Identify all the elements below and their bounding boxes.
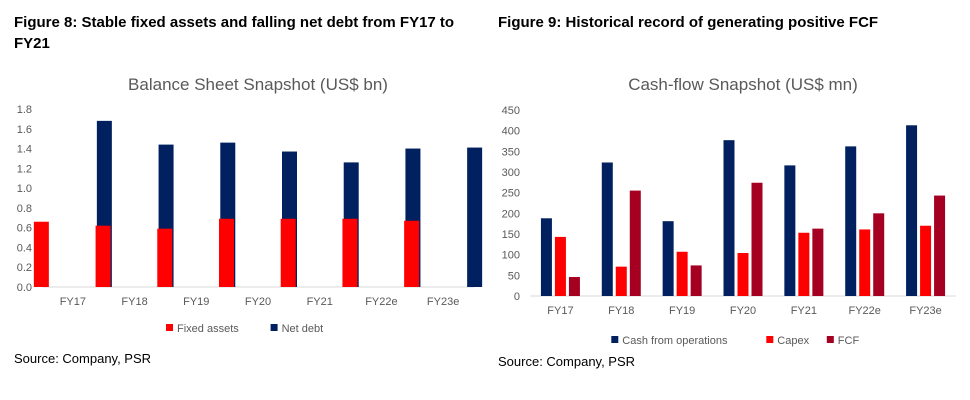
chart-title: Balance Sheet Snapshot (US$ bn) [128,75,388,94]
y-tick-label: 400 [502,126,520,138]
y-tick-label: 0.2 [17,262,32,274]
figure-9-caption: Figure 9: Historical record of generatin… [498,14,879,31]
legend-label-net-debt: Net debt [282,323,324,335]
y-tick-label: 1.0 [17,183,32,195]
bar-fixed-assets [33,221,49,287]
y-tick-label: 0.8 [17,203,32,215]
chart-title: Cash-flow Snapshot (US$ mn) [628,75,858,94]
bar-fixed-assets [95,225,111,287]
bar-net-debt [467,147,483,287]
x-tick-label: FY23e [427,296,459,308]
bar-net-debt [96,120,112,287]
y-tick-label: 1.4 [17,144,32,156]
y-tick-label: 250 [502,188,520,200]
bar-cash-from-operations [601,162,613,296]
x-tick-label: FY23e [909,305,941,317]
y-tick-label: 450 [502,105,520,117]
bar-cash-from-operations [906,125,918,296]
bar-net-debt [220,142,236,287]
x-tick-label: FY22e [365,296,397,308]
x-tick-label: FY19 [669,305,695,317]
bar-cash-from-operations [845,146,857,296]
bar-cash-from-operations [723,140,735,296]
x-tick-label: FY22e [849,305,881,317]
bar-fixed-assets [219,218,234,287]
y-tick-label: 0.0 [17,282,32,294]
x-tick-label: FY21 [791,305,817,317]
legend-swatch-net-debt [270,324,278,331]
bar-capex [737,253,749,296]
y-tick-label: 100 [502,250,520,262]
y-tick-label: 1.8 [17,104,32,116]
y-tick-label: 300 [502,167,520,179]
legend-swatch-fixed-assets [166,324,173,331]
bar-capex [798,232,810,296]
legend-label-fixed-assets: Fixed assets [177,323,239,335]
y-tick-label: 50 [508,270,520,282]
bar-capex [859,229,871,296]
x-tick-label: FY19 [183,296,209,308]
bar-net-debt [405,148,421,287]
x-tick-label: FY17 [547,305,573,317]
bar-capex [615,266,627,296]
x-tick-label: FY18 [608,305,634,317]
x-tick-label: FY21 [307,296,333,308]
bar-fixed-assets [404,220,420,287]
bar-net-debt [158,144,174,287]
legend-label-cash-from-operations: Cash from operations [622,335,728,347]
y-tick-label: 0.6 [17,223,32,235]
bar-cash-from-operations [540,218,552,296]
legend-label-capex: Capex [777,335,809,347]
bar-fcf [751,182,763,296]
y-tick-label: 350 [502,146,520,158]
figure-8-source: Source: Company, PSR [14,351,152,366]
legend-swatch-cash-from-operations [611,336,619,343]
y-tick-label: 0.4 [17,242,32,254]
bar-fixed-assets [342,218,358,287]
bar-fcf [873,213,885,296]
bar-fcf [934,195,946,296]
figure-9-source: Source: Company, PSR [498,354,636,369]
bar-fixed-assets [280,218,296,287]
figure-8-caption: Figure 8: Stable fixed assets and fallin… [14,14,455,52]
bar-cash-from-operations [662,221,674,296]
legend-label-fcf: FCF [838,335,860,347]
bar-fcf [568,276,580,296]
y-tick-label: 150 [502,229,520,241]
x-tick-label: FY20 [730,305,756,317]
x-tick-label: FY18 [121,296,147,308]
y-tick-label: 0 [514,291,520,303]
bar-cash-from-operations [784,165,796,296]
legend-swatch-fcf [826,336,834,343]
bar-fcf [690,265,702,296]
x-tick-label: FY17 [60,296,86,308]
x-tick-label: FY20 [245,296,271,308]
bar-net-debt [282,151,297,287]
y-tick-label: 1.6 [17,124,32,136]
bar-fcf [812,228,824,296]
bar-capex [920,225,932,296]
y-tick-label: 1.2 [17,163,32,175]
legend-swatch-capex [766,336,774,343]
y-tick-label: 200 [502,208,520,220]
bar-fcf [629,190,641,296]
bar-capex [676,251,688,296]
bar-net-debt [343,162,359,287]
bar-fixed-assets [157,228,173,287]
bar-capex [554,236,566,296]
